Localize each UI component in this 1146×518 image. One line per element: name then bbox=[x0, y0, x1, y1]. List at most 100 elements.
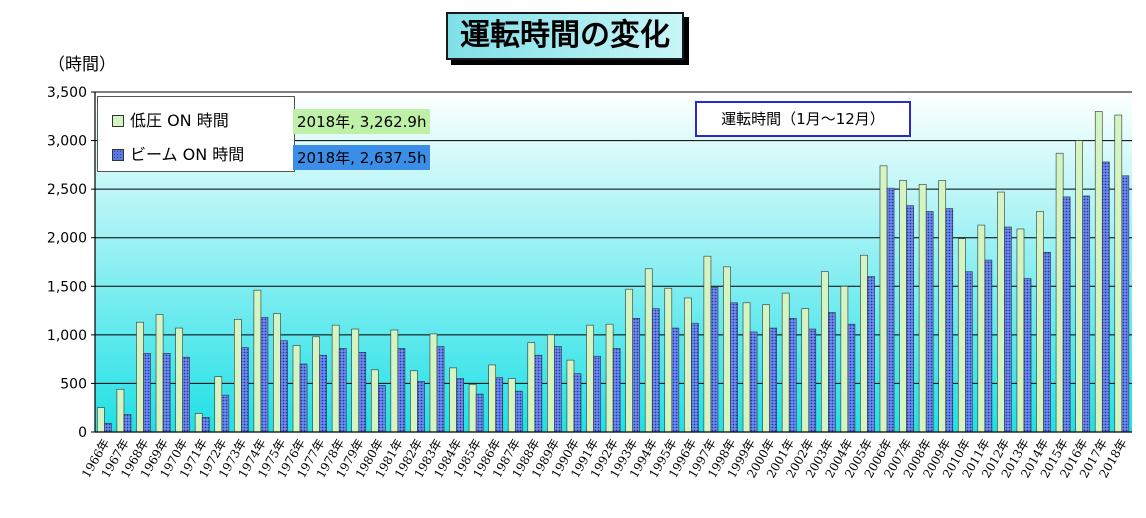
chart-title: 運転時間の変化 bbox=[446, 12, 684, 60]
bar-beam bbox=[436, 346, 445, 433]
bar-beam bbox=[573, 373, 582, 433]
bar-beam bbox=[260, 317, 269, 433]
bar-low bbox=[899, 180, 907, 433]
bar-low bbox=[977, 224, 986, 433]
bar-low bbox=[292, 345, 301, 433]
bar-low bbox=[566, 359, 575, 433]
bar-beam bbox=[299, 363, 308, 433]
bar-low bbox=[97, 407, 105, 433]
bar-low bbox=[429, 333, 438, 433]
bar-beam bbox=[671, 327, 680, 433]
bar-beam bbox=[280, 340, 288, 433]
legend-label-low: 低圧 ON 時間 bbox=[130, 111, 229, 130]
bar-beam bbox=[319, 354, 327, 433]
annotation-beam-latest: 2018年, 2,637.5h bbox=[293, 145, 431, 170]
bar-beam bbox=[417, 381, 425, 433]
bar-low bbox=[801, 308, 810, 433]
bar-low bbox=[136, 321, 144, 433]
legend-item-low: 低圧 ON 時間 bbox=[112, 107, 229, 131]
bar-beam bbox=[828, 312, 836, 433]
bar-beam bbox=[1121, 175, 1130, 433]
bar-low bbox=[488, 364, 497, 433]
bar-beam bbox=[847, 323, 856, 433]
bar-beam bbox=[691, 322, 699, 433]
bar-low bbox=[644, 268, 653, 433]
bar-low bbox=[840, 285, 849, 433]
bar-beam bbox=[1023, 278, 1032, 433]
bar-low bbox=[879, 165, 888, 433]
bar-low bbox=[957, 238, 966, 433]
bar-beam bbox=[534, 354, 543, 433]
y-tick-label: 2,000 bbox=[47, 231, 87, 247]
bar-beam bbox=[808, 328, 817, 433]
bar-low bbox=[116, 388, 125, 433]
legend-swatch-beam bbox=[112, 149, 124, 161]
y-tick-label: 1,500 bbox=[47, 279, 87, 295]
bar-beam bbox=[1004, 226, 1012, 433]
bar-low bbox=[1114, 114, 1123, 433]
bar-low bbox=[997, 191, 1005, 433]
bar-beam bbox=[612, 348, 621, 433]
bar-low bbox=[370, 369, 379, 433]
bar-beam bbox=[358, 352, 367, 433]
bar-low bbox=[625, 288, 633, 433]
bar-low bbox=[155, 314, 164, 433]
bar-low bbox=[684, 297, 692, 433]
y-tick-label: 0 bbox=[78, 425, 87, 441]
bar-low bbox=[586, 324, 594, 433]
y-axis-unit: （時間） bbox=[48, 55, 116, 75]
legend: 低圧 ON 時間 ビーム ON 時間 bbox=[97, 96, 295, 172]
bar-low bbox=[1055, 152, 1064, 433]
bar-beam bbox=[104, 422, 112, 433]
period-label: 運転時間（1月～12月） bbox=[695, 101, 911, 137]
bar-low bbox=[860, 254, 868, 433]
bar-beam bbox=[867, 276, 875, 433]
bar-low bbox=[781, 292, 790, 433]
bar-beam bbox=[182, 356, 190, 433]
bar-beam bbox=[241, 347, 249, 433]
bar-beam bbox=[378, 385, 386, 433]
bar-low bbox=[723, 266, 731, 433]
bar-beam bbox=[632, 318, 641, 433]
x-axis: 1966年1967年1968年1969年1970年1971年1972年1973年… bbox=[79, 436, 1130, 480]
bar-low bbox=[938, 180, 947, 433]
bar-beam bbox=[338, 348, 347, 433]
bar-beam bbox=[925, 211, 934, 433]
bar-low bbox=[351, 328, 360, 433]
bar-low bbox=[703, 255, 712, 433]
bar-beam bbox=[1101, 161, 1110, 433]
bar-beam bbox=[554, 346, 562, 433]
bar-beam bbox=[984, 259, 993, 433]
y-axis: 0 500 1,000 1,500 2,000 2,500 3,000 3,500 bbox=[47, 85, 95, 441]
bar-beam bbox=[593, 355, 601, 433]
bar-beam bbox=[456, 378, 464, 433]
bar-low bbox=[194, 413, 203, 433]
bar-low bbox=[253, 289, 262, 433]
bar-low bbox=[664, 287, 673, 433]
y-tick-label: 1,000 bbox=[47, 328, 87, 344]
bar-beam bbox=[945, 208, 954, 433]
bar-beam bbox=[769, 327, 777, 433]
bar-low bbox=[214, 376, 223, 433]
bar-beam bbox=[749, 331, 758, 433]
bar-low bbox=[312, 336, 320, 433]
bars bbox=[97, 111, 1130, 433]
bar-low bbox=[1016, 228, 1025, 433]
legend-label-beam: ビーム ON 時間 bbox=[130, 145, 245, 164]
bar-low bbox=[742, 302, 751, 433]
bar-low bbox=[331, 324, 340, 433]
bar-low bbox=[1036, 211, 1044, 433]
bar-beam bbox=[495, 377, 504, 433]
bar-low bbox=[605, 323, 614, 433]
bar-beam bbox=[143, 353, 151, 433]
bar-beam bbox=[886, 187, 895, 433]
y-tick-label: 3,000 bbox=[47, 134, 87, 150]
bar-low bbox=[507, 378, 516, 433]
bar-beam bbox=[514, 390, 523, 433]
bar-low bbox=[1094, 111, 1103, 433]
y-tick-label: 3,500 bbox=[47, 85, 87, 101]
bar-low bbox=[820, 271, 829, 433]
bar-beam bbox=[730, 302, 738, 433]
bar-low bbox=[1075, 140, 1083, 433]
bar-beam bbox=[1043, 251, 1051, 433]
